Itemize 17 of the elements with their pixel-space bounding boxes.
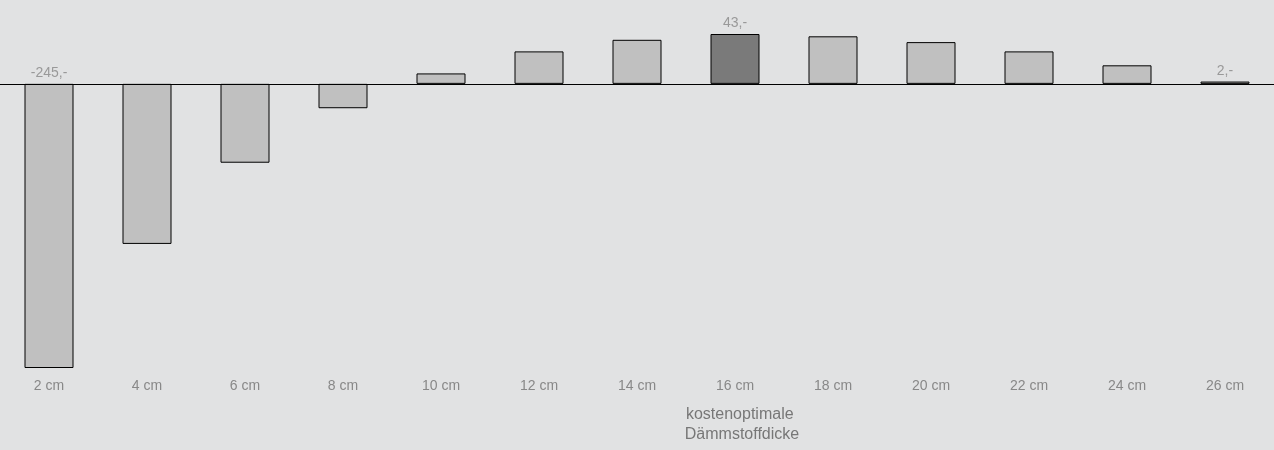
x-tick-label: 24 cm: [1107, 377, 1147, 393]
x-tick-label: 12 cm: [519, 377, 559, 393]
data-label: 43,-: [722, 14, 748, 30]
x-tick-label: 26 cm: [1205, 377, 1245, 393]
x-tick-label: 16 cm: [715, 377, 755, 393]
x-tick-label: 18 cm: [813, 377, 853, 393]
x-tick-label: 6 cm: [229, 377, 261, 393]
x-tick-label: 8 cm: [327, 377, 359, 393]
data-label: -245,-: [30, 63, 68, 80]
x-tick-label: 4 cm: [131, 377, 163, 393]
text: kostenoptimale Dämmstoffdicke: [684, 404, 800, 442]
x-tick-label: 10 cm: [421, 377, 461, 393]
x-tick-label: 20 cm: [911, 377, 951, 393]
x-tick-label: 14 cm: [617, 377, 657, 393]
x-tick-label: 22 cm: [1009, 377, 1049, 393]
data-label: 2,-: [1216, 61, 1234, 78]
x-tick-label: 2 cm: [33, 377, 65, 393]
